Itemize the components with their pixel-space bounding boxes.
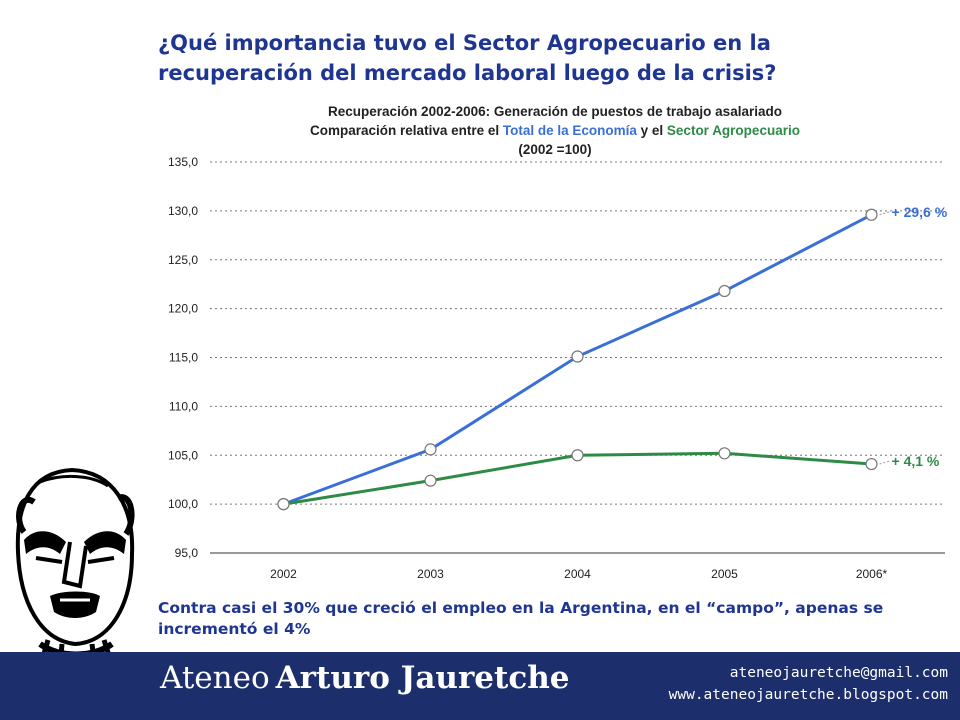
chart-series: + 29,6 % + 4,1 % [277, 204, 948, 511]
chart-subtitle: Comparación relativa entre el Total de l… [310, 123, 800, 138]
chart-subtitle-series-1: Total de la Economía [503, 123, 638, 138]
y-tick-label: 115,0 [169, 351, 198, 365]
footer-website-link[interactable]: www.ateneojauretche.blogspot.com [668, 687, 948, 703]
data-point [718, 284, 731, 298]
series-end-label-1: + 29,6 % [892, 204, 948, 220]
y-tick-label: 100,0 [168, 497, 198, 511]
data-point [277, 498, 290, 511]
y-tick-label: 110,0 [169, 399, 198, 413]
x-tick-label: 2003 [417, 567, 444, 581]
footer-organization-name: Ateneo Arturo Jauretche [160, 660, 569, 696]
y-tick-label: 95,0 [175, 546, 199, 560]
chart-title: Recuperación 2002-2006: Generación de pu… [328, 104, 782, 119]
data-point [424, 443, 437, 456]
data-point [571, 350, 584, 363]
slide-title: ¿Qué importancia tuvo el Sector Agropecu… [158, 28, 918, 88]
chart-subtitle-prefix: Comparación relativa entre el [310, 123, 503, 138]
y-tick-label: 135,0 [168, 155, 198, 169]
data-point [424, 474, 437, 487]
slide-caption-line-2: incrementó el 4% [158, 620, 311, 638]
footer-contacts: ateneojauretche@gmail.com www.ateneojaur… [669, 662, 948, 706]
data-point [571, 449, 584, 462]
chart-subtitle-middle: y el [637, 123, 667, 138]
slide-title-line-2: recuperación del mercado laboral luego d… [158, 61, 777, 85]
slide-caption-line-1: Contra casi el 30% que creció el empleo … [158, 599, 884, 617]
slide-title-line-1: ¿Qué importancia tuvo el Sector Agropecu… [158, 31, 771, 55]
footer-bar: Ateneo Arturo Jauretche ateneojauretche@g… [0, 652, 960, 720]
chart-subtitle-base: (2002 =100) [518, 142, 591, 157]
y-tick-label: 130,0 [168, 204, 198, 218]
x-tick-label: 2002 [270, 567, 297, 581]
y-tick-label: 125,0 [168, 253, 198, 267]
x-tick-label: 2006* [856, 567, 888, 581]
data-point [865, 208, 878, 221]
footer-email-link[interactable]: ateneojauretche@gmail.com [729, 665, 948, 681]
footer-name-bold: Arturo Jauretche [275, 660, 570, 696]
series-end-label-2: + 4,1 % [892, 453, 940, 469]
end-label-leader [879, 460, 890, 465]
slide-caption: Contra casi el 30% que creció el empleo … [158, 598, 948, 640]
chart-axes: 95,0 100,0 105,0 110,0 115,0 120,0 125,0 130,0 1… [168, 155, 945, 581]
line-chart: Recuperación 2002-2006: Generación de pu… [168, 104, 948, 581]
y-tick-label: 105,0 [168, 448, 198, 462]
data-point [718, 447, 731, 460]
chart-subtitle-series-2: Sector Agropecuario [667, 123, 800, 138]
data-point [865, 457, 878, 471]
end-label-leader [879, 211, 890, 216]
y-tick-label: 120,0 [168, 302, 198, 316]
x-tick-label: 2004 [564, 567, 591, 581]
footer-name-light: Ateneo [160, 660, 270, 696]
x-tick-label: 2005 [711, 567, 738, 581]
